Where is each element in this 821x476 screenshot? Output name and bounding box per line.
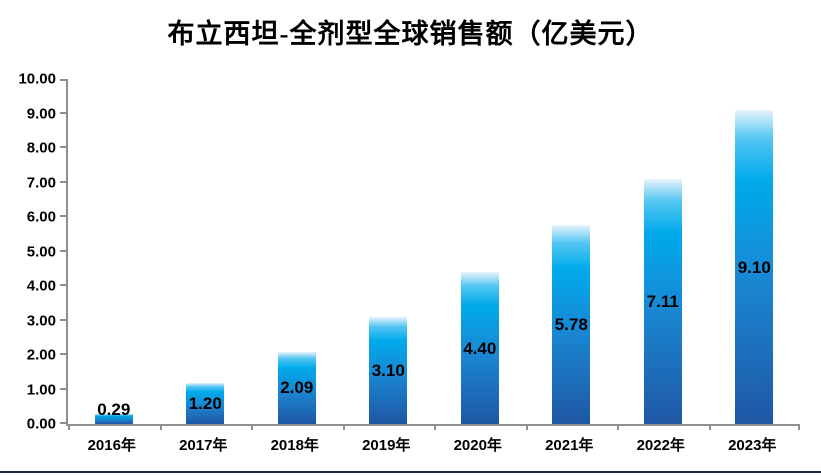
x-axis-label-2018年: 2018年 — [270, 437, 319, 454]
plot-area: 0.29 1.20 2.09 3.10 4.40 5.78 7.11 9.10 — [60, 79, 800, 430]
x-axis-label-2016年: 2016年 — [87, 437, 136, 454]
x-axis-tick — [68, 424, 70, 430]
x-axis-tick — [434, 424, 436, 430]
bar-value-label: 0.29 — [97, 399, 131, 419]
x-axis-tick — [617, 424, 619, 430]
bar-2019年: 3.10 — [369, 317, 408, 424]
y-axis-tick — [60, 422, 66, 424]
x-axis-label-2022年: 2022年 — [636, 437, 685, 454]
y-axis-label: 8.00 — [26, 139, 56, 157]
x-axis-tick — [525, 424, 528, 430]
bottom-divider-line — [0, 471, 821, 473]
bar-2017年: 1.20 — [186, 382, 225, 424]
y-axis-tick — [60, 180, 66, 183]
bar-2016年: 0.29 — [94, 401, 133, 424]
y-axis-tick — [60, 249, 66, 252]
bar-value-label: 4.40 — [463, 338, 497, 358]
x-axis-label-2021年: 2021年 — [545, 437, 594, 454]
y-axis-tick — [60, 215, 66, 217]
y-axis-label: 10.00 — [18, 70, 56, 88]
y-axis-label: 2.00 — [26, 346, 56, 364]
x-axis-tick — [708, 424, 711, 430]
bar-value-label: 5.78 — [554, 314, 588, 334]
y-axis-label: 0.00 — [26, 415, 56, 433]
x-axis-tick — [251, 424, 253, 430]
x-axis: 2016年 2017年 2018年 2019年 2020年 2021年 2022年 2023年 — [66, 434, 798, 456]
y-axis-label: 1.00 — [26, 381, 56, 398]
y-axis-label: 9.00 — [26, 105, 56, 122]
bar-2020年: 4.40 — [460, 272, 499, 424]
bar-2018年: 2.09 — [277, 351, 316, 424]
y-axis-tick — [60, 146, 66, 148]
bar-value-label: 7.11 — [646, 291, 679, 311]
y-axis-label: 7.00 — [26, 174, 56, 191]
bar-2022年: 7.11 — [643, 178, 682, 424]
y-axis-label: 3.00 — [26, 312, 56, 329]
x-axis-label-2019年: 2019年 — [362, 437, 411, 454]
x-axis-label-2023年: 2023年 — [728, 437, 777, 454]
y-axis-tick — [60, 318, 66, 321]
chart-title: 布立西坦-全剂型全球销售额（亿美元） — [167, 19, 654, 49]
bar-value-label: 2.09 — [280, 378, 314, 398]
x-axis-tick — [159, 424, 162, 430]
y-axis: 0.00 1.00 2.00 3.00 4.00 5.00 6.00 7.00 8.00 9.00… — [0, 71, 56, 433]
bar-2021年: 5.78 — [552, 224, 591, 424]
x-axis-label-2020年: 2020年 — [453, 437, 502, 454]
y-axis-tick — [60, 353, 66, 355]
x-axis-tick — [798, 424, 800, 430]
y-axis-tick — [60, 387, 66, 390]
y-axis-tick — [60, 111, 66, 114]
y-axis-label: 4.00 — [26, 277, 56, 295]
y-axis-label: 6.00 — [26, 208, 56, 226]
y-axis-tick — [60, 284, 66, 286]
x-axis-label-2017年: 2017年 — [179, 437, 228, 454]
x-axis-tick — [342, 424, 345, 430]
y-axis-tick — [60, 79, 66, 81]
y-axis-label: 5.00 — [26, 243, 56, 260]
bar-value-label: 9.10 — [737, 257, 771, 277]
bar-value-label: 3.10 — [371, 361, 405, 381]
bar-value-label: 1.20 — [188, 393, 222, 413]
bar-2023年: 9.10 — [735, 110, 774, 424]
